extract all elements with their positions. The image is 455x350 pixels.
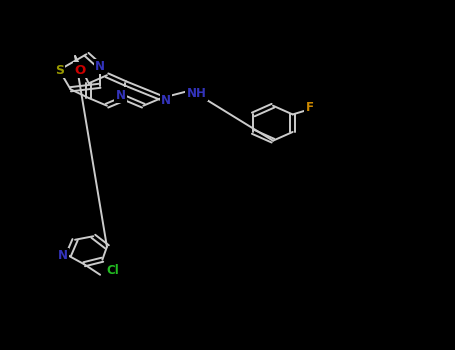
Text: F: F (306, 101, 313, 114)
Text: Cl: Cl (106, 264, 119, 277)
Text: O: O (74, 63, 85, 77)
Text: N: N (95, 60, 105, 73)
Text: NH: NH (187, 86, 207, 100)
Text: N: N (58, 249, 68, 262)
Text: N: N (161, 94, 171, 107)
Text: N: N (116, 89, 126, 102)
Text: S: S (55, 63, 64, 77)
